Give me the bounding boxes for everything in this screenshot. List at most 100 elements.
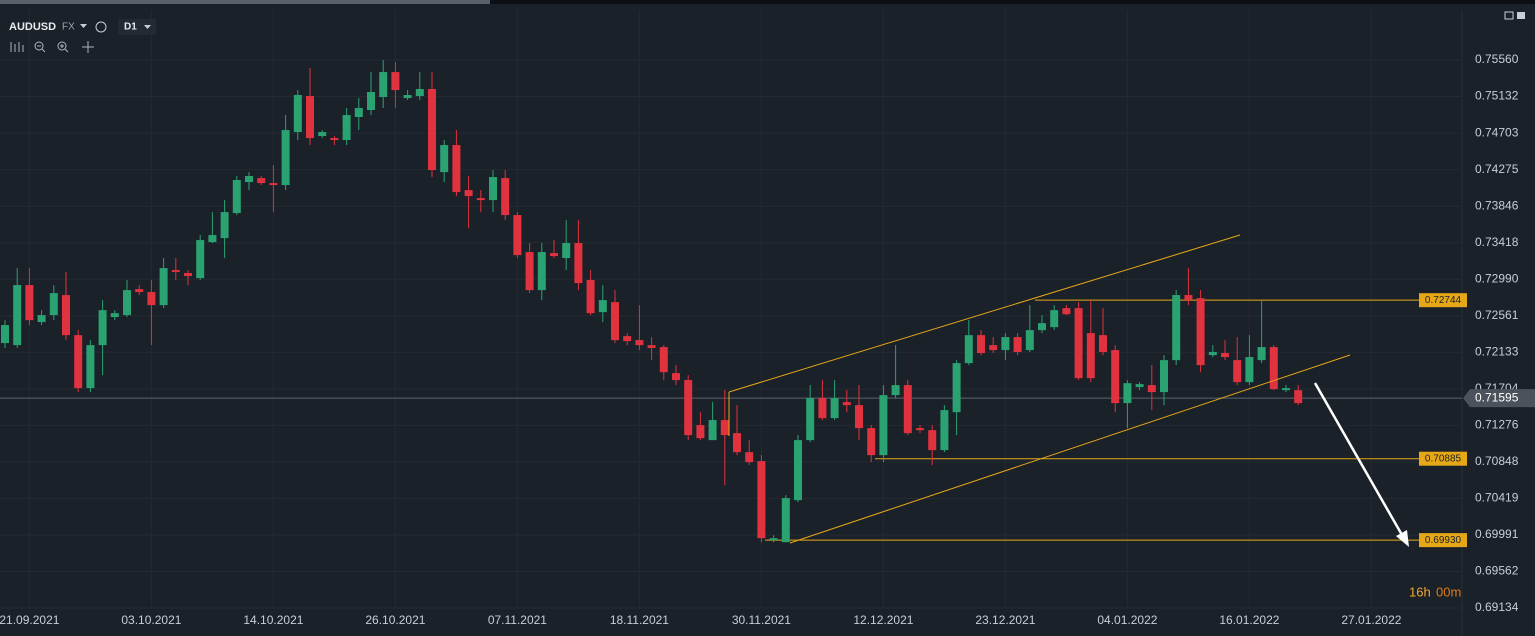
grid: 0.75560 0.75132 0.74703 0.74275 0.73846 0.734… — [0, 10, 1535, 627]
candle-body — [135, 289, 144, 293]
y-tick-label: 0.74703 — [1475, 125, 1519, 139]
zoom-out-glyph — [37, 45, 46, 53]
channel-lower — [789, 354, 1351, 544]
candle-body — [98, 310, 107, 346]
candle-body — [1123, 383, 1132, 404]
level-label: 0.70885 — [1425, 453, 1462, 464]
candle-body — [354, 108, 363, 118]
candle-body — [769, 538, 778, 541]
candle-body — [598, 300, 607, 313]
candle-body — [391, 72, 400, 91]
candle-body — [74, 335, 83, 389]
candle-body — [306, 96, 314, 139]
y-tick-label: 0.71276 — [1475, 418, 1519, 432]
symbol[interactable]: AUDUSD — [9, 21, 56, 33]
x-tick-label: 18.11.2021 — [610, 613, 669, 627]
y-tick-label: 0.75132 — [1475, 89, 1519, 103]
candle-body — [916, 428, 924, 431]
candle-body — [1245, 357, 1254, 383]
x-tick-label: 07.11.2021 — [488, 613, 547, 627]
candle-body — [330, 138, 339, 141]
candle-body — [964, 335, 973, 364]
candle-body — [659, 347, 668, 373]
info-icon[interactable] — [95, 21, 107, 33]
candle-body — [720, 420, 729, 436]
x-tick-label: 12.12.2021 — [853, 613, 913, 627]
candle-body — [379, 72, 388, 98]
candle-body — [440, 145, 449, 173]
candle-body — [110, 313, 119, 318]
candle-body — [196, 240, 205, 279]
candle-body — [855, 405, 863, 429]
candle-body — [574, 243, 583, 284]
candle-body — [342, 115, 351, 141]
candle-body — [708, 420, 717, 441]
candle-body — [1208, 352, 1217, 356]
candle-body — [647, 345, 656, 349]
candle-body — [1111, 350, 1120, 404]
x-tick-label: 03.10.2021 — [121, 613, 181, 627]
candle-body — [464, 190, 473, 197]
candle-body — [1062, 308, 1071, 315]
candle-body — [1257, 347, 1266, 361]
candle-body — [1294, 390, 1303, 404]
last-price-box — [1463, 389, 1535, 408]
candle-body — [525, 252, 534, 291]
candle-body — [1001, 337, 1010, 351]
candle-body — [489, 177, 497, 201]
y-tick-label: 0.69991 — [1475, 527, 1519, 541]
candle-body — [1172, 295, 1181, 361]
candle-body — [1184, 295, 1193, 301]
candle-body — [452, 145, 461, 193]
timeframe-dropdown[interactable] — [144, 25, 151, 29]
window-icon[interactable] — [1504, 11, 1514, 20]
y-tick-label: 0.69134 — [1475, 600, 1519, 614]
x-tick-label: 23.12.2021 — [975, 613, 1035, 627]
candle-body — [623, 336, 632, 342]
crosshair-icon[interactable] — [82, 41, 94, 53]
candle-body — [428, 89, 436, 171]
candle-body — [293, 94, 302, 133]
candle-body — [1160, 360, 1168, 393]
level-label: 0.69930 — [1425, 535, 1462, 546]
candle-body — [269, 183, 278, 186]
candle-body — [562, 243, 571, 259]
candle-body — [952, 363, 961, 413]
x-tick-label: 27.01.2022 — [1341, 613, 1401, 627]
candle-body — [818, 398, 827, 419]
candle-body — [928, 430, 937, 451]
toolbar: AUDUSD FX D1 — [9, 11, 1525, 53]
x-tick-label: 04.01.2022 — [1097, 613, 1157, 627]
y-tick-label: 0.74275 — [1475, 162, 1519, 176]
indicators-icon[interactable] — [10, 42, 24, 52]
candle-body — [1233, 360, 1242, 383]
candle-body — [232, 180, 241, 214]
zoom-in-icon[interactable] — [57, 41, 67, 51]
candle-body — [513, 215, 522, 256]
y-tick-label: 0.73418 — [1475, 235, 1519, 249]
candle-body — [1282, 388, 1290, 391]
candle-body — [37, 315, 46, 323]
scroll-bar — [0, 0, 490, 4]
candle-body — [208, 235, 217, 243]
candle-body — [586, 280, 595, 314]
candle-body — [1086, 333, 1095, 379]
top-strip — [490, 0, 1535, 4]
candle-body — [891, 385, 900, 396]
candle-body — [879, 395, 888, 456]
close-icon[interactable] — [1517, 12, 1525, 19]
candle-body — [318, 132, 327, 137]
candle-body — [25, 285, 34, 321]
timeframe-box[interactable] — [118, 19, 156, 35]
candle-body — [171, 270, 180, 273]
zoom-out-icon[interactable] — [34, 41, 44, 51]
candle-body — [842, 402, 851, 406]
candle-body — [184, 273, 192, 277]
candle-body — [13, 285, 22, 346]
candle-body — [903, 385, 912, 434]
arrow-shaft — [1313, 382, 1404, 536]
timeframe: D1 — [124, 22, 137, 33]
market-dropdown[interactable] — [80, 24, 87, 28]
y-tick-label: 0.70848 — [1475, 454, 1519, 468]
candle-body — [745, 452, 754, 463]
